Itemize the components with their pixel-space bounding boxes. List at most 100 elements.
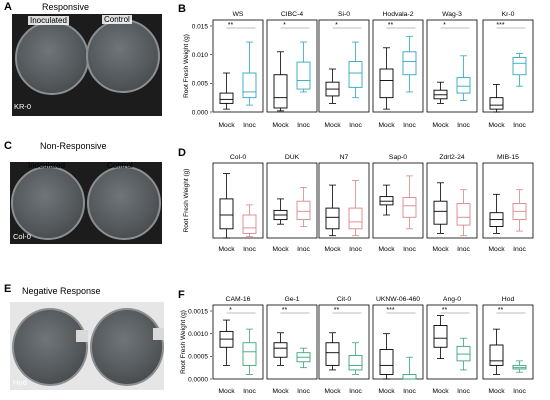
mock-box (219, 319, 234, 366)
inoc-box (242, 328, 257, 375)
box-iqr (489, 97, 504, 110)
panel-c-title: Non-Responsive (40, 141, 107, 151)
facet-title: CIBC-4 (281, 11, 304, 18)
mock-box (325, 68, 340, 104)
x-tick-label: Mock (324, 388, 341, 395)
facet-kr-0 (482, 19, 534, 113)
label-control: Control (102, 15, 132, 24)
petri-dish-control (87, 166, 161, 240)
inoc-box (402, 175, 417, 230)
facet-frame (212, 304, 264, 380)
plate-photo-negative: Hod (10, 302, 164, 390)
x-tick-label: Mock (378, 246, 395, 253)
x-tick-label: Mock (218, 388, 235, 395)
x-tick-label: Mock (432, 246, 449, 253)
facet-title: Wag-3 (442, 11, 462, 18)
mock-box (273, 198, 288, 225)
petri-dish-inoculated (15, 21, 89, 95)
inoc-box (402, 356, 417, 380)
facet-frame (266, 19, 318, 113)
inoc-box (242, 204, 257, 238)
facet-title: MIB-15 (497, 154, 519, 161)
y-tick-label: 0.015 (192, 23, 209, 30)
box-iqr (219, 92, 234, 104)
facet-title: Ang-0 (443, 296, 461, 303)
y-tick-label: 0.0000 (188, 376, 208, 383)
box-iqr (512, 57, 527, 76)
x-tick-label: Inoc (513, 246, 526, 253)
panel-letter-b: B (178, 3, 186, 15)
x-tick-label: Inoc (243, 246, 256, 253)
significance-stars: ** (228, 22, 234, 29)
facet-mib-15 (482, 162, 534, 239)
mock-box (489, 193, 504, 234)
x-tick-label: Inoc (243, 122, 256, 129)
facet-ang-0 (426, 304, 478, 380)
facet-hod (482, 304, 534, 380)
box-iqr (402, 51, 417, 76)
facet-duk (266, 162, 318, 239)
mock-box (433, 81, 448, 104)
facet-title: Zdrl2-24 (439, 154, 465, 161)
x-tick-label: Mock (432, 388, 449, 395)
accession-tag: Col-0 (13, 232, 31, 241)
significance-stars: * (229, 307, 232, 314)
x-tick-label: Mock (488, 122, 505, 129)
facet-frame (266, 304, 318, 380)
x-tick-label: Mock (272, 122, 289, 129)
plate-sticker (76, 330, 88, 342)
facet-title: Cit-0 (337, 296, 352, 303)
y-tick-label: 0.0010 (188, 331, 208, 338)
facet-frame (426, 19, 478, 113)
x-tick-label: Inoc (457, 246, 470, 253)
facet-frame (372, 19, 424, 113)
box-iqr (296, 61, 311, 90)
box-iqr (348, 61, 363, 88)
petri-dish-control (90, 308, 164, 386)
facet-frame (426, 304, 478, 380)
y-tick-label: 0.005 (192, 81, 209, 88)
mock-box (219, 173, 234, 239)
x-tick-label: Mock (488, 388, 505, 395)
significance-stars: *** (386, 307, 394, 314)
facet-si-0 (318, 19, 370, 113)
box-iqr (242, 342, 257, 366)
facet-title: WS (233, 11, 244, 18)
petri-dish-inoculated (11, 166, 85, 240)
significance-stars: ** (442, 307, 448, 314)
box-iqr (456, 203, 471, 226)
significance-stars: ** (388, 22, 394, 29)
facet-cam-16 (212, 304, 264, 380)
y-axis-label: Root Fresh Weight (g) (180, 310, 187, 374)
significance-stars: *** (496, 22, 504, 29)
facet-frame (482, 304, 534, 380)
y-tick-label: 0.000 (192, 109, 209, 116)
facet-title: Kr-0 (502, 11, 515, 18)
x-tick-label: Inoc (403, 122, 416, 129)
x-tick-label: Inoc (513, 122, 526, 129)
inoc-box (296, 347, 311, 369)
mock-box (325, 184, 340, 237)
panel-letter-d: D (178, 147, 186, 159)
inoc-box (402, 35, 417, 93)
label-inoculated: Inoculated (28, 16, 69, 25)
x-tick-label: Inoc (243, 388, 256, 395)
inoc-box (456, 337, 471, 371)
x-tick-label: Mock (488, 246, 505, 253)
mock-box (273, 332, 288, 366)
box-iqr (512, 364, 527, 370)
y-axis-label: Root Fresh Weight (g) (183, 169, 190, 233)
x-tick-label: Inoc (349, 122, 362, 129)
facet-title: Hod (502, 296, 515, 303)
facet-frame (318, 304, 370, 380)
box-iqr (379, 196, 394, 206)
facet-title: DUK (285, 154, 300, 161)
inoc-box (242, 41, 257, 106)
facet-cibc-4 (266, 19, 318, 113)
facet-frame (266, 162, 318, 239)
facet-frame (482, 19, 534, 113)
plate-photo-responsive: Inoculated Control KR-0 (12, 14, 162, 116)
inoc-box (456, 55, 471, 101)
inoc-box (296, 41, 311, 93)
x-tick-label: Mock (218, 122, 235, 129)
